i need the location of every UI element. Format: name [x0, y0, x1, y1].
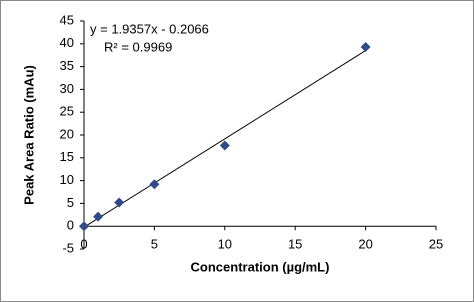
y-tick-label: -5: [62, 240, 74, 255]
trendline: [83, 50, 366, 228]
y-tick-label: 40: [60, 35, 74, 50]
x-tick-label: 20: [358, 236, 372, 251]
y-tick-label: 45: [60, 12, 74, 27]
x-tick-label: 15: [288, 236, 302, 251]
x-tick-label: 25: [429, 236, 443, 251]
x-axis-title: Concentration (µg/mL): [191, 259, 330, 274]
y-tick-label: 5: [67, 195, 74, 210]
data-point: [93, 211, 104, 222]
data-point: [114, 197, 125, 208]
data-point: [219, 140, 230, 151]
data-point: [79, 221, 89, 232]
trendline-r-squared: R² = 0.9969: [104, 39, 172, 54]
x-tick-label: 5: [151, 236, 158, 251]
y-tick-label: 10: [60, 172, 74, 187]
trendline-equation: y = 1.9357x - 0.2066: [90, 21, 209, 36]
x-tick-label: 10: [218, 236, 232, 251]
data-point: [360, 41, 371, 52]
y-tick-label: 15: [60, 149, 74, 164]
y-tick-label: 0: [67, 218, 74, 233]
y-axis-title: Peak Area Ratio (mAu): [21, 65, 36, 205]
y-tick-label: 20: [60, 126, 74, 141]
y-tick-label: 35: [60, 58, 74, 73]
data-point: [149, 179, 160, 190]
y-tick-label: 25: [60, 104, 74, 119]
y-tick-label: 30: [60, 81, 74, 96]
